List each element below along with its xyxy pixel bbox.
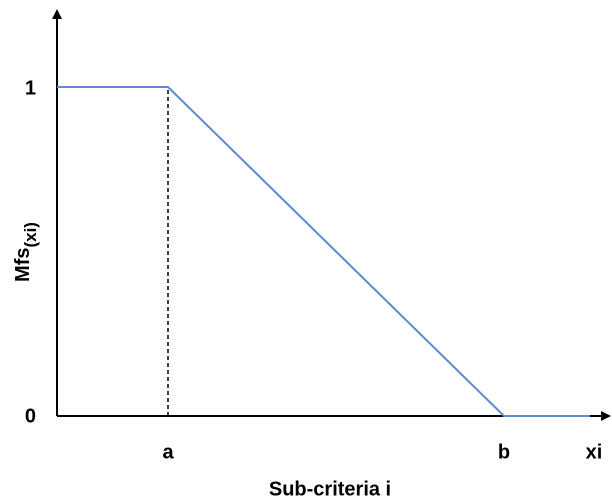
x-tick-label-b: b — [498, 441, 510, 463]
membership-line — [57, 86, 590, 417]
y-axis-title-main: Mfs — [12, 248, 34, 282]
y-axis-title-subscript: (xi) — [21, 222, 40, 248]
y-tick-label-0: 0 — [25, 405, 36, 427]
x-axis-title: Sub-criteria i — [269, 478, 391, 500]
y-tick-label-1: 1 — [25, 77, 36, 99]
x-tick-label-a: a — [162, 441, 174, 463]
x-axis-end-label: xi — [586, 441, 603, 463]
y-axis-title: Mfs(xi) — [12, 222, 40, 282]
